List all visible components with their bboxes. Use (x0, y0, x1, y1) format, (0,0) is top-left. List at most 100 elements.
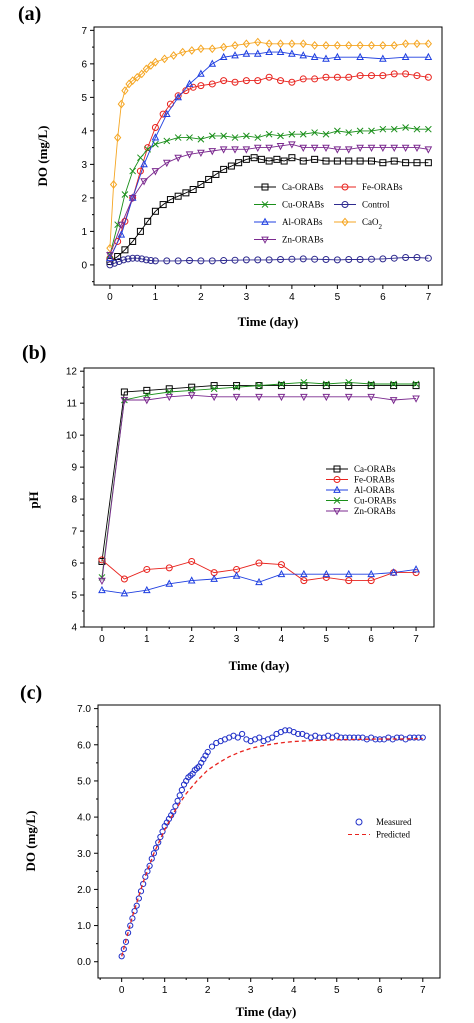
point-fe-orabs (208, 80, 216, 88)
point-cao2 (129, 76, 137, 85)
point-cao2 (208, 44, 216, 54)
point-zn-orabs (140, 178, 148, 186)
x-tick-label: 4 (289, 292, 295, 303)
legend-item-ca-orabs: Ca-ORABs (254, 182, 324, 192)
point-cao2 (424, 39, 433, 49)
point-zn-orabs (412, 395, 420, 403)
x-tick-label: 3 (234, 634, 240, 645)
point-control (277, 256, 285, 264)
point-control (151, 257, 159, 265)
point-measured (178, 786, 185, 794)
series-line-ca-orabs (109, 157, 429, 262)
point-al-orabs (185, 79, 194, 87)
point-cao2 (345, 41, 353, 50)
point-measured (152, 844, 160, 851)
point-fe-orabs (242, 77, 250, 85)
point-measured (393, 734, 401, 741)
plot-frame (97, 704, 441, 979)
x-tick-label: 0 (99, 634, 105, 645)
point-al-orabs (276, 47, 285, 56)
point-fe-orabs (143, 565, 151, 573)
point-zn-orabs (128, 194, 137, 203)
point-measured (150, 850, 158, 857)
x-tick-label: 6 (368, 634, 374, 645)
legend-item-zn-orabs: Zn-ORABs (254, 235, 324, 245)
point-measured (406, 734, 413, 741)
point-ca-orabs (424, 159, 432, 167)
point-cao2 (160, 54, 169, 64)
x-tick-label: 7 (426, 292, 432, 303)
point-al-orabs (255, 577, 263, 586)
point-zn-orabs (106, 251, 114, 260)
point-measured (170, 808, 177, 815)
point-measured (208, 743, 216, 750)
point-control (390, 254, 398, 262)
legend-label: Predicted (376, 830, 410, 840)
point-control (208, 257, 216, 265)
point-ca-orabs (280, 157, 288, 165)
point-al-orabs (120, 589, 129, 597)
point-zn-orabs (333, 146, 342, 154)
legend-marker (333, 508, 341, 516)
point-al-orabs (162, 109, 171, 118)
point-al-orabs (106, 253, 114, 262)
ticks: 0 1 2 3 4 5 6 7 0 1 2 3 4 5 6 7 (81, 26, 431, 303)
point-al-orabs (288, 49, 296, 57)
point-control (413, 254, 421, 262)
point-ca-orabs (345, 157, 353, 165)
y-tick-label: 6.0 (77, 740, 91, 751)
point-cao2 (265, 39, 273, 49)
point-al-orabs (300, 569, 308, 578)
point-cu-orabs (254, 134, 262, 141)
series-cao2 (106, 37, 433, 253)
point-control (379, 255, 387, 263)
panel-label: (c) (20, 685, 42, 704)
point-cao2 (288, 39, 296, 49)
point-cao2 (413, 39, 421, 49)
x-tick-label: 1 (153, 292, 159, 303)
plot-frame (93, 26, 443, 286)
point-cu-orabs (163, 137, 171, 145)
y-axis-title: DO (mg/L) (23, 810, 38, 871)
point-ca-orabs (311, 155, 319, 163)
series-measured (118, 727, 426, 960)
legend-item-al-orabs: Al-ORABs (254, 217, 323, 227)
point-cu-orabs (368, 127, 375, 135)
point-cu-orabs (379, 125, 387, 133)
point-ca-orabs (189, 186, 197, 194)
point-zn-orabs (344, 146, 353, 154)
point-cu-orabs (390, 125, 398, 133)
point-fe-orabs (197, 82, 205, 90)
point-zn-orabs (151, 168, 160, 176)
point-zn-orabs (389, 397, 398, 405)
point-cu-orabs (402, 124, 409, 131)
point-fe-orabs (165, 564, 173, 572)
point-ca-orabs (257, 155, 265, 163)
point-cao2 (299, 39, 307, 49)
y-tick-label: 1 (81, 227, 87, 238)
chart-c: (c) 0 1 2 3 4 5 6 7 0.0 1.0 2.0 3.0 4.0 5.0 6.0 7.0 Time … (20, 685, 441, 1019)
point-cao2 (242, 39, 251, 49)
y-tick-label: 4.0 (77, 813, 91, 824)
legend-label: Measured (376, 817, 412, 827)
point-ca-orabs (159, 201, 167, 209)
point-measured (411, 734, 418, 741)
series-line-al-orabs (101, 568, 417, 594)
point-ca-orabs (121, 246, 129, 254)
point-control (220, 257, 228, 265)
point-cao2 (322, 41, 330, 50)
point-fe-orabs (120, 575, 128, 583)
legend-marker (333, 485, 341, 493)
point-fe-orabs (231, 78, 239, 86)
point-al-orabs (165, 579, 174, 587)
point-ca-orabs (143, 386, 151, 394)
series-zn-orabs (106, 141, 433, 260)
point-control (110, 259, 118, 267)
point-zn-orabs (356, 144, 364, 152)
point-measured (174, 797, 181, 804)
point-ca-orabs (288, 154, 296, 162)
point-fe-orabs (402, 70, 410, 78)
point-ca-orabs (166, 196, 174, 204)
y-axis-title: DO (mg/L) (35, 125, 50, 186)
